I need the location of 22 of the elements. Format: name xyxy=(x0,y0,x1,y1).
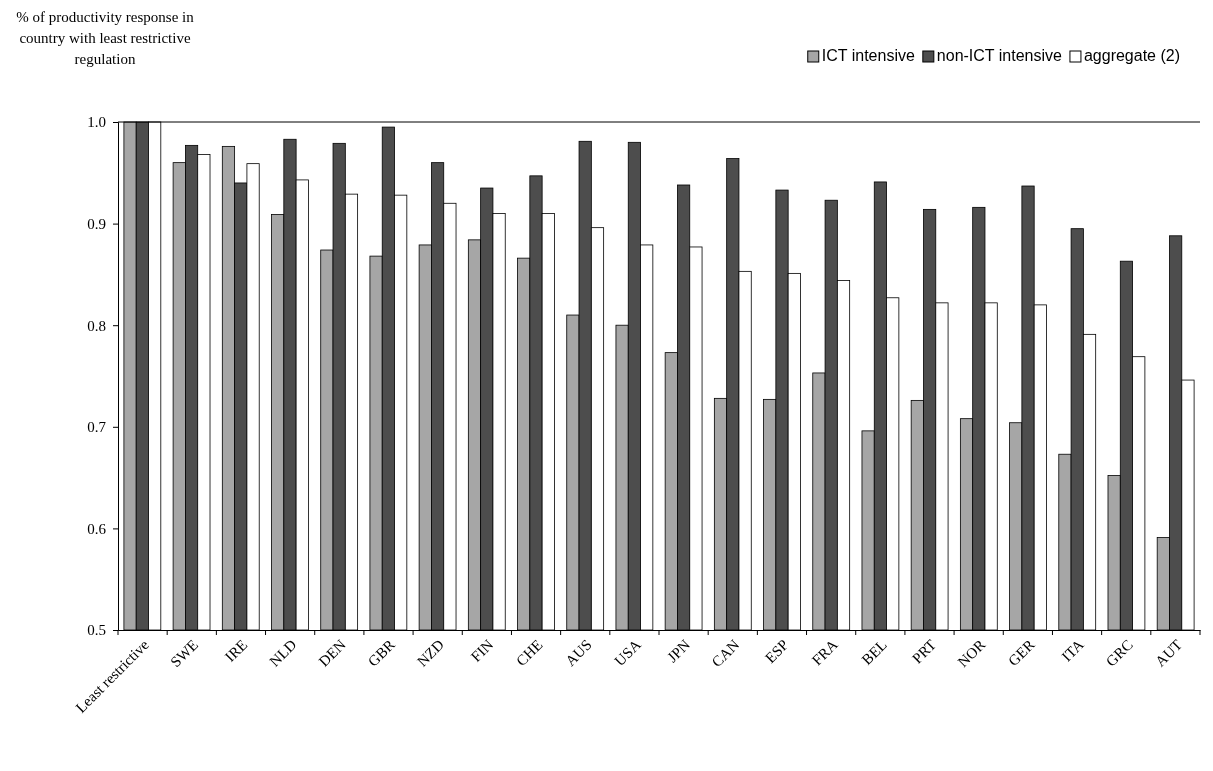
x-tick-label: FIN xyxy=(467,636,497,665)
y-axis-title: % of productivity response in country with least restrictive regulation xyxy=(16,9,195,67)
legend-label: non-ICT intensive xyxy=(936,47,1063,64)
x-tick-label: JPN xyxy=(664,636,694,666)
x-tick-label: PRT xyxy=(909,636,940,667)
x-tick-label: BEL xyxy=(858,636,890,668)
y-tick-label: 0.9 xyxy=(87,215,106,232)
legend-label: ICT intensive xyxy=(821,47,915,64)
y-tick-label: 1.0 xyxy=(87,114,106,131)
x-tick-label: USA xyxy=(611,636,645,670)
x-tick-label: ESP xyxy=(761,636,792,667)
legend-label: aggregate (2) xyxy=(1083,47,1180,64)
y-tick-label: 0.7 xyxy=(87,419,107,436)
y-tick-label: 0.8 xyxy=(87,317,106,334)
x-tick-label: FRA xyxy=(808,636,841,669)
x-tick-label: GER xyxy=(1005,636,1038,669)
x-tick-label: ITA xyxy=(1058,636,1087,665)
y-tick-label: 0.5 xyxy=(87,622,106,639)
x-tick-label: GBR xyxy=(364,636,398,670)
x-tick-label: IRE xyxy=(221,636,251,665)
y-tick-label: 0.6 xyxy=(87,520,107,537)
x-tick-label: CHE xyxy=(513,636,546,669)
